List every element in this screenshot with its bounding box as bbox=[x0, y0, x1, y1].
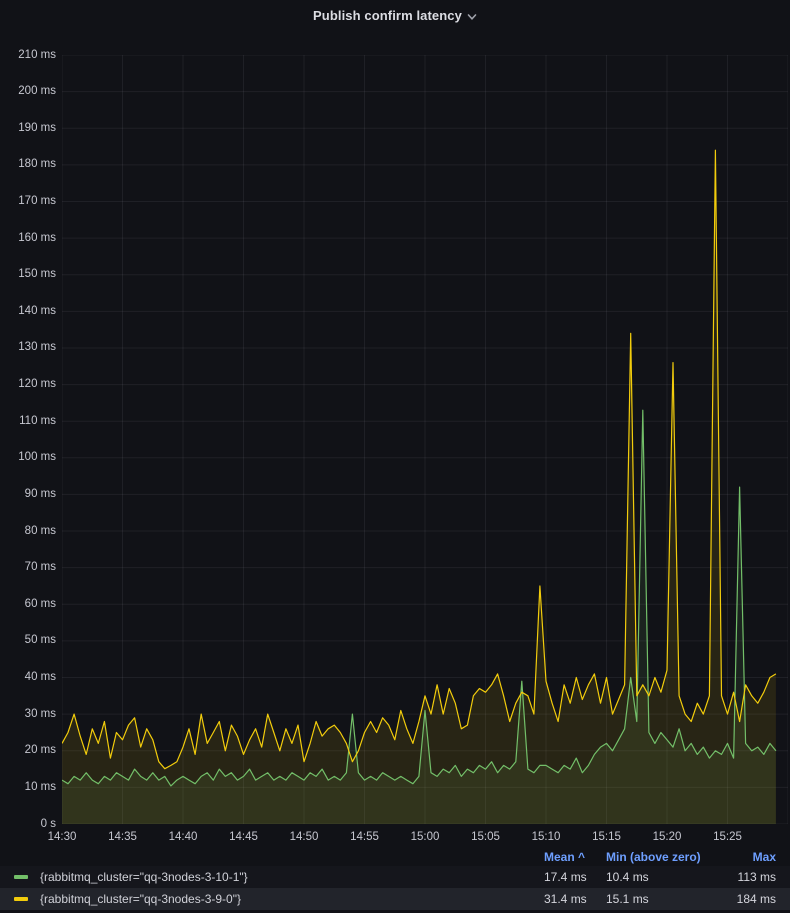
legend-min-value: 15.1 ms bbox=[606, 892, 649, 906]
legend-series-label: {rabbitmq_cluster="qq-3nodes-3-10-1"} bbox=[40, 870, 248, 884]
y-axis-label: 190 ms bbox=[18, 121, 56, 134]
series-0-fill bbox=[62, 410, 776, 824]
y-axis-label: 150 ms bbox=[18, 268, 56, 281]
x-axis-label: 15:25 bbox=[713, 831, 742, 843]
legend-row[interactable]: {rabbitmq_cluster="qq-3nodes-3-9-0"} 31.4… bbox=[0, 888, 790, 910]
y-axis-label: 200 ms bbox=[18, 85, 56, 98]
y-axis-label: 160 ms bbox=[18, 231, 56, 244]
legend-mean-value: 31.4 ms bbox=[544, 892, 587, 906]
legend-sort-mean[interactable]: Mean ^ bbox=[544, 850, 586, 864]
x-axis-label: 15:20 bbox=[652, 831, 682, 843]
panel-title: Publish confirm latency bbox=[313, 7, 462, 23]
legend-row[interactable]: {rabbitmq_cluster="qq-3nodes-3-10-1"} 17.… bbox=[0, 866, 790, 888]
legend-sort-min[interactable]: Min (above zero) bbox=[606, 850, 701, 864]
y-axis-label: 20 ms bbox=[24, 744, 56, 757]
series-0-line bbox=[62, 409, 777, 787]
y-axis-label: 0 s bbox=[40, 817, 56, 830]
series-color-swatch bbox=[14, 875, 28, 879]
y-axis-label: 110 ms bbox=[19, 414, 56, 427]
y-axis-label: 210 ms bbox=[18, 48, 56, 61]
y-axis-label: 90 ms bbox=[24, 487, 56, 500]
x-axis-label: 15:05 bbox=[471, 831, 500, 843]
legend-max-value: 184 ms bbox=[736, 892, 776, 906]
legend-sort-max[interactable]: Max bbox=[752, 850, 776, 864]
y-axis-label: 60 ms bbox=[24, 597, 56, 610]
x-axis-label: 14:50 bbox=[289, 831, 319, 843]
series-color-swatch bbox=[14, 897, 28, 901]
x-axis-label: 14:30 bbox=[47, 831, 77, 843]
y-axis-label: 50 ms bbox=[24, 634, 56, 647]
panel-title-menu[interactable]: Publish confirm latency bbox=[0, 0, 790, 30]
y-axis-label: 30 ms bbox=[24, 707, 56, 720]
y-axis-label: 180 ms bbox=[18, 158, 56, 171]
y-axis-label: 100 ms bbox=[18, 451, 56, 464]
legend-max-value: 113 ms bbox=[737, 870, 776, 884]
x-axis-label: 14:40 bbox=[168, 831, 198, 843]
legend-mean-value: 17.4 ms bbox=[544, 870, 587, 884]
y-axis-label: 140 ms bbox=[18, 304, 56, 317]
x-axis-label: 14:45 bbox=[229, 831, 258, 843]
x-axis-label: 14:55 bbox=[350, 831, 379, 843]
y-axis-label: 80 ms bbox=[24, 524, 56, 537]
legend-header-row: Mean ^ Min (above zero) Max bbox=[0, 848, 790, 866]
x-axis-label: 15:15 bbox=[592, 831, 621, 843]
y-axis-label: 70 ms bbox=[24, 561, 56, 574]
y-axis-label: 130 ms bbox=[18, 341, 56, 354]
y-axis-label: 40 ms bbox=[24, 671, 56, 684]
legend-series-label: {rabbitmq_cluster="qq-3nodes-3-9-0"} bbox=[40, 892, 241, 906]
legend-min-value: 10.4 ms bbox=[606, 870, 649, 884]
legend-table: Mean ^ Min (above zero) Max {rabbitmq_cl… bbox=[0, 848, 790, 913]
plot-svg bbox=[62, 55, 788, 824]
legend-rows: {rabbitmq_cluster="qq-3nodes-3-10-1"} 17.… bbox=[0, 866, 790, 910]
x-axis-label: 15:10 bbox=[531, 831, 561, 843]
plot-area[interactable] bbox=[62, 55, 788, 824]
y-axis-label: 170 ms bbox=[18, 194, 56, 207]
y-axis-label: 10 ms bbox=[24, 780, 56, 793]
x-axis-label: 15:00 bbox=[410, 831, 440, 843]
chevron-down-icon bbox=[467, 13, 477, 21]
y-axis-label: 120 ms bbox=[18, 378, 56, 391]
x-axis-label: 14:35 bbox=[108, 831, 137, 843]
series-1-line bbox=[62, 149, 777, 770]
